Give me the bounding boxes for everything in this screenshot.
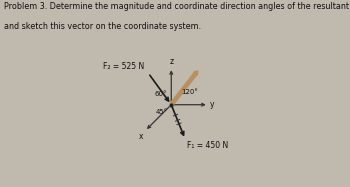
Text: 45°: 45° xyxy=(156,109,168,115)
Text: F₁ = 450 N: F₁ = 450 N xyxy=(187,141,228,150)
Text: 60°: 60° xyxy=(155,91,167,96)
Text: x: x xyxy=(139,132,143,141)
FancyArrow shape xyxy=(170,71,198,106)
Text: 120°: 120° xyxy=(182,89,198,95)
Text: and sketch this vector on the coordinate system.: and sketch this vector on the coordinate… xyxy=(4,22,201,31)
Text: F₂ = 525 N: F₂ = 525 N xyxy=(103,62,145,71)
Text: Problem 3. Determine the magnitude and coordinate direction angles of the result: Problem 3. Determine the magnitude and c… xyxy=(4,2,350,11)
Text: y: y xyxy=(210,100,215,109)
Text: z: z xyxy=(169,57,173,66)
